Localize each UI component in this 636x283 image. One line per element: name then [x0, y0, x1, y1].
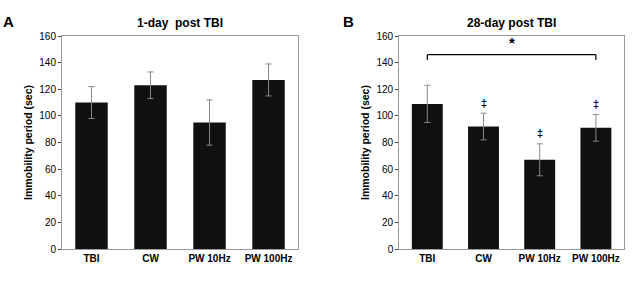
svg-text:0: 0 [50, 244, 56, 255]
svg-text:40: 40 [382, 190, 394, 201]
svg-text:20: 20 [45, 217, 57, 228]
svg-text:40: 40 [45, 190, 57, 201]
svg-text:140: 140 [39, 57, 56, 68]
svg-text:B: B [343, 13, 354, 30]
svg-text:80: 80 [382, 137, 394, 148]
svg-text:PW 100Hz: PW 100Hz [572, 253, 620, 264]
svg-text:PW 10Hz: PW 10Hz [188, 253, 230, 264]
svg-text:120: 120 [39, 84, 56, 95]
svg-text:PW 100Hz: PW 100Hz [245, 253, 293, 264]
svg-text:100: 100 [39, 110, 56, 121]
svg-text:‡: ‡ [593, 98, 599, 110]
svg-text:80: 80 [45, 137, 57, 148]
svg-text:0: 0 [388, 244, 394, 255]
svg-text:20: 20 [382, 217, 394, 228]
svg-text:A: A [3, 13, 14, 30]
svg-text:‡: ‡ [481, 97, 487, 109]
svg-text:TBI: TBI [419, 253, 435, 264]
svg-text:28-day post TBI: 28-day post TBI [467, 16, 556, 30]
svg-text:TBI: TBI [83, 253, 99, 264]
svg-text:*: * [509, 34, 515, 51]
svg-text:140: 140 [377, 57, 394, 68]
svg-text:1-day post TBI: 1-day post TBI [137, 16, 223, 30]
svg-text:CW: CW [142, 253, 159, 264]
svg-text:Immobility period (sec): Immobility period (sec) [359, 85, 371, 200]
svg-text:Immobility period (sec): Immobility period (sec) [22, 85, 34, 200]
svg-text:‡: ‡ [537, 127, 543, 139]
svg-text:60: 60 [45, 164, 57, 175]
svg-text:CW: CW [475, 253, 492, 264]
svg-text:160: 160 [39, 31, 56, 42]
svg-text:160: 160 [377, 31, 394, 42]
svg-text:PW 10Hz: PW 10Hz [519, 253, 561, 264]
svg-text:60: 60 [382, 164, 394, 175]
svg-text:100: 100 [377, 110, 394, 121]
svg-text:120: 120 [377, 84, 394, 95]
